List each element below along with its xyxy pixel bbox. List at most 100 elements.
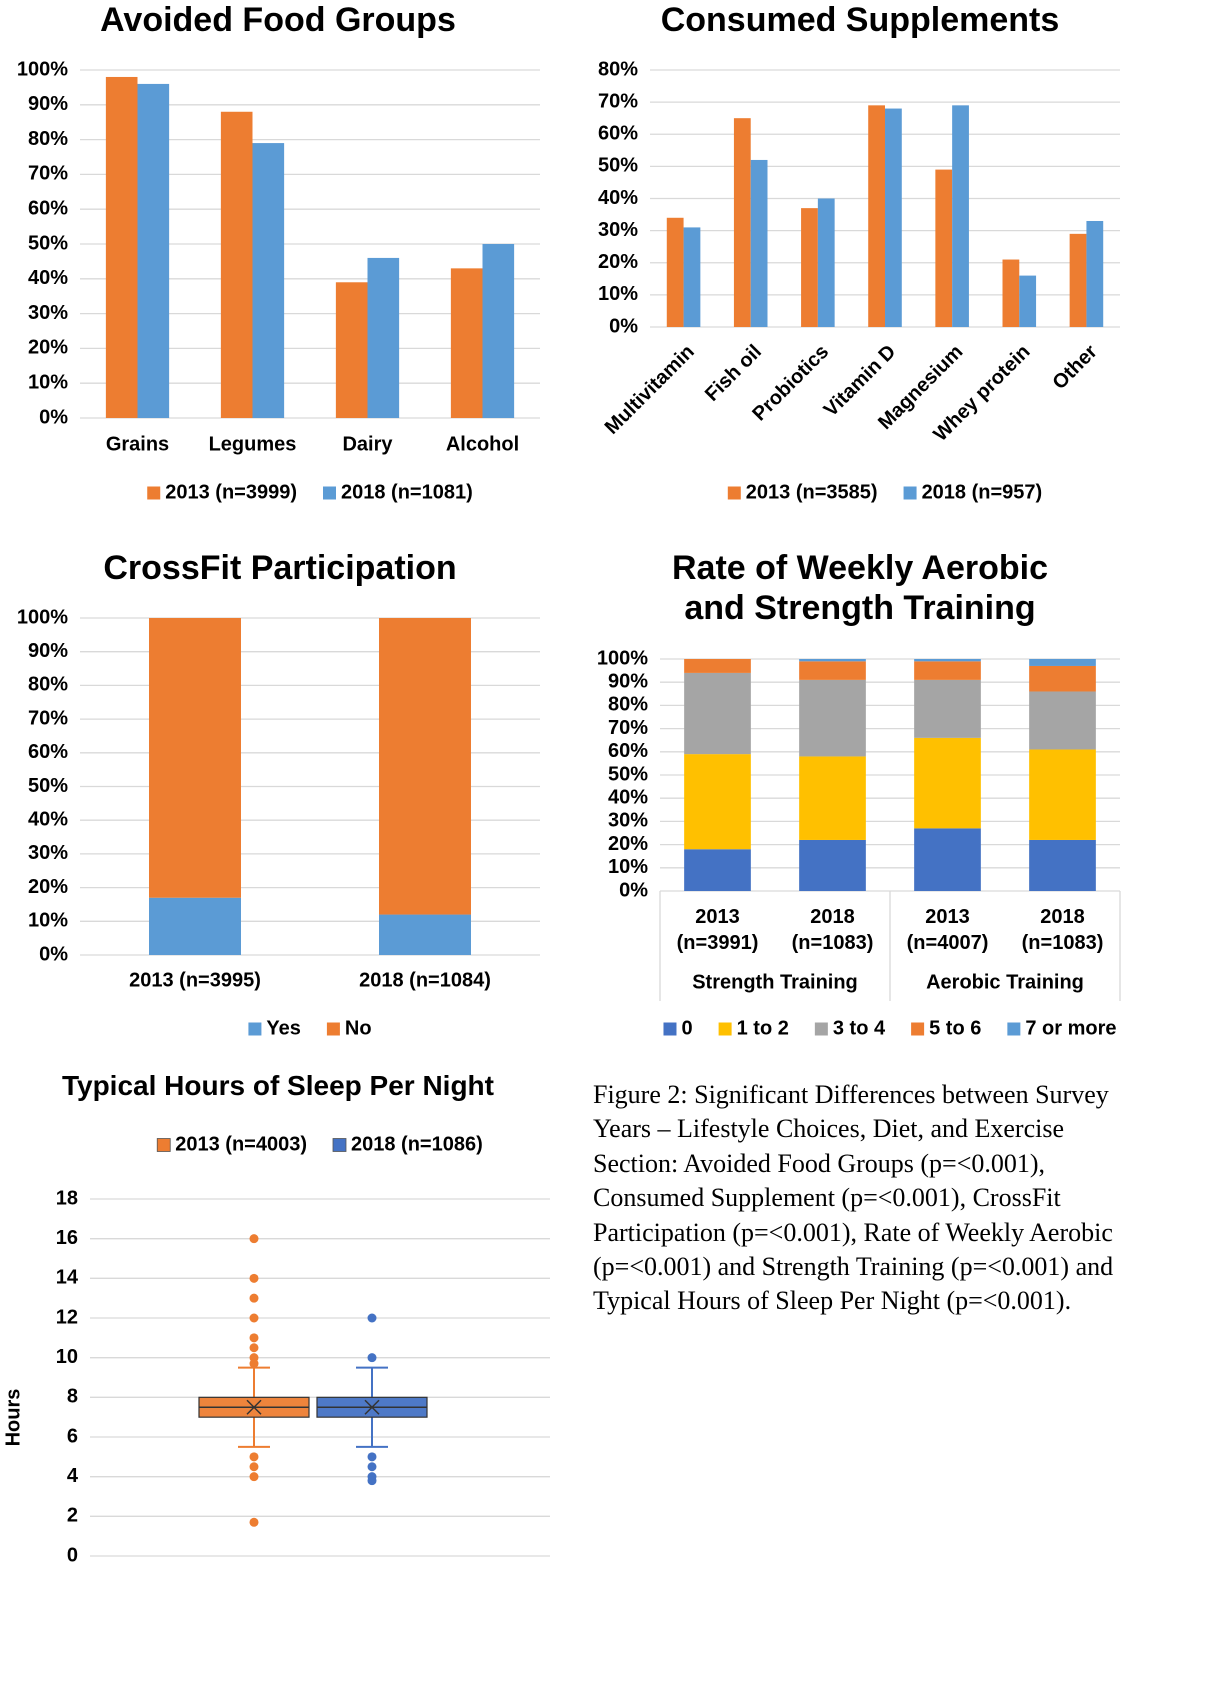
outlier: [367, 1462, 377, 1472]
outlier: [249, 1343, 259, 1353]
legend-label: 2018 (n=1086): [351, 1133, 483, 1155]
bar: [817, 198, 835, 327]
y-tick-label: 0%: [39, 943, 68, 965]
mean-marker: [246, 1399, 262, 1415]
y-tick-label: 10%: [598, 283, 638, 305]
bar: [885, 108, 902, 327]
bar: [450, 268, 483, 418]
bar-segment: [914, 679, 981, 738]
y-tick-label: 8: [67, 1386, 78, 1408]
outlier: [249, 1517, 259, 1527]
legend-swatch: [326, 1022, 340, 1036]
y-axis-label: Hours: [2, 1389, 24, 1447]
x-tick-label: 2018 (n=1083): [791, 906, 874, 954]
y-tick-label: 90%: [28, 93, 68, 115]
x-tick-label: 2018 (n=1083): [1021, 906, 1104, 954]
bar: [1086, 220, 1104, 327]
bar-segment: [914, 661, 981, 680]
bar-segment: [1029, 691, 1096, 750]
legend-label: 1 to 2: [737, 1017, 789, 1039]
y-tick-label: 0%: [619, 879, 648, 901]
x-tick-label: 2013 (n=4007): [906, 906, 989, 954]
bar: [220, 111, 253, 418]
bar: [482, 244, 515, 418]
mean-marker: [364, 1399, 380, 1415]
y-tick-label: 10%: [28, 910, 68, 932]
x-tick-label: Fish oil: [701, 341, 766, 406]
y-tick-label: 30%: [28, 302, 68, 324]
y-tick-label: 80%: [28, 674, 68, 696]
y-tick-label: 40%: [598, 187, 638, 209]
bar-segment: [684, 754, 751, 850]
y-tick-label: 50%: [608, 763, 648, 785]
y-tick-label: 10%: [28, 371, 68, 393]
chart-title: Avoided Food Groups: [100, 1, 456, 39]
bar-segment: [799, 839, 866, 891]
y-tick-label: 14: [56, 1267, 79, 1289]
y-tick-label: 50%: [28, 775, 68, 797]
y-tick-label: 50%: [28, 232, 68, 254]
chart-title: Typical Hours of Sleep Per Night: [61, 1070, 494, 1101]
legend-label: 7 or more: [1025, 1017, 1116, 1039]
legend-swatch: [1007, 1022, 1021, 1036]
y-tick-label: 60%: [28, 741, 68, 763]
bar-segment: [1029, 659, 1096, 666]
outlier: [367, 1313, 377, 1323]
legend-swatch: [718, 1022, 732, 1036]
y-tick-label: 100%: [597, 647, 648, 669]
bar-segment: [1029, 749, 1096, 840]
legend-swatch: [156, 1138, 171, 1152]
legend-label: 2013 (n=3999): [165, 481, 297, 503]
y-tick-label: 70%: [608, 717, 648, 739]
y-tick-label: 60%: [608, 740, 648, 762]
y-tick-label: 100%: [17, 58, 68, 80]
y-tick-label: 20%: [28, 337, 68, 359]
y-tick-label: 60%: [598, 123, 638, 145]
bar-segment: [914, 659, 981, 662]
outlier: [249, 1452, 259, 1462]
x-tick-label: 2013 (n=3995): [129, 969, 261, 991]
outlier: [367, 1476, 377, 1486]
y-tick-label: 50%: [598, 155, 638, 177]
bar-segment: [799, 661, 866, 680]
y-tick-label: 2: [67, 1505, 78, 1527]
legend-swatch: [147, 486, 161, 500]
legend-swatch: [663, 1022, 677, 1036]
chart-title: Consumed Supplements: [660, 1, 1060, 39]
outlier: [249, 1293, 259, 1303]
y-tick-label: 100%: [17, 606, 68, 628]
chart-title: Rate of Weekly Aerobic and Strength Trai…: [671, 549, 1048, 627]
y-tick-label: 90%: [28, 640, 68, 662]
x-tick-label: Alcohol: [446, 433, 519, 455]
bar: [1019, 275, 1037, 327]
y-tick-label: 60%: [28, 197, 68, 219]
legend-label: 2018 (n=1081): [341, 481, 473, 503]
bar: [367, 257, 400, 418]
y-tick-label: 30%: [28, 842, 68, 864]
y-tick-label: 40%: [28, 267, 68, 289]
bar-segment: [379, 618, 471, 915]
bar-segment: [799, 679, 866, 757]
y-tick-label: 90%: [608, 670, 648, 692]
outlier: [249, 1472, 259, 1482]
bar-segment: [684, 659, 751, 673]
bar-segment: [799, 659, 866, 662]
outlier: [249, 1333, 259, 1343]
legend-label: 0: [681, 1017, 692, 1039]
y-tick-label: 70%: [28, 707, 68, 729]
y-tick-label: 4: [67, 1465, 79, 1487]
bar-segment: [684, 672, 751, 755]
legend-swatch: [911, 1022, 925, 1036]
y-tick-label: 70%: [598, 90, 638, 112]
group-label: Aerobic Training: [926, 971, 1084, 993]
bar: [868, 105, 885, 328]
bar-segment: [149, 897, 241, 955]
bar-segment: [684, 849, 751, 891]
y-tick-label: 20%: [608, 833, 648, 855]
bar-segment: [1029, 665, 1096, 692]
x-tick-label: 2013 (n=3991): [676, 906, 759, 954]
legend-swatch: [903, 486, 917, 500]
y-tick-label: 16: [56, 1227, 78, 1249]
x-tick-label: Multivitamin: [601, 341, 699, 439]
bar-segment: [149, 618, 241, 898]
